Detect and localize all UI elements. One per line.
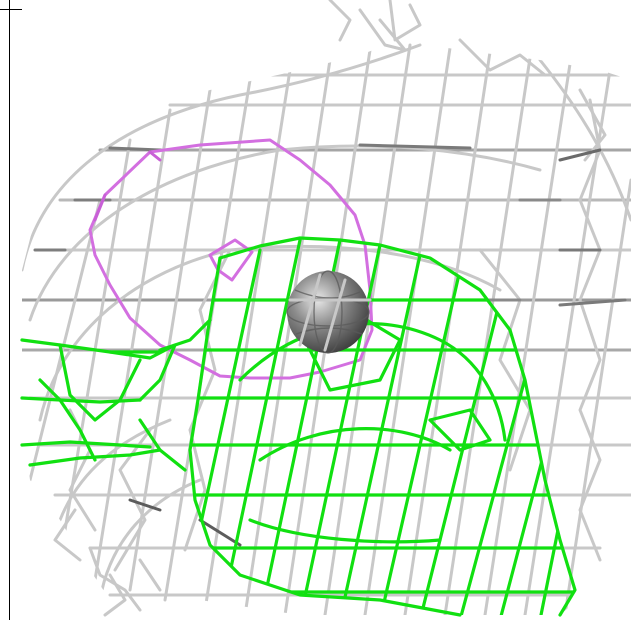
grey-sphere-icon <box>286 270 370 354</box>
viewport-corner-tick <box>0 9 22 10</box>
viewport-left-border <box>9 0 10 620</box>
magenta-wireframe-mesh <box>88 138 374 380</box>
grey-wireframe-front-strands <box>288 273 372 352</box>
